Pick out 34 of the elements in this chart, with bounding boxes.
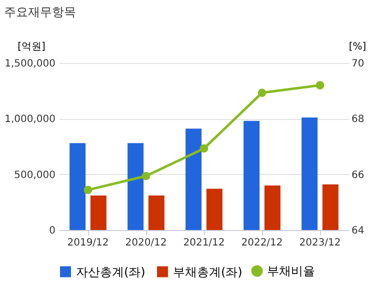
y-tick-label: 0 — [49, 226, 56, 236]
legend-label: 부채비율 — [267, 264, 315, 278]
y-tick-label: 1,000,000 — [4, 114, 56, 126]
y2-tick-label: 66 — [352, 170, 364, 181]
y2-tick-label: 68 — [352, 114, 364, 126]
legend-label: 자산총계(좌) — [76, 264, 146, 279]
point — [316, 81, 324, 90]
x-tick-label: 2019/12 — [67, 238, 109, 248]
chart-title: 주요재무항목 — [4, 5, 76, 19]
bar — [186, 128, 202, 230]
bar — [302, 118, 318, 230]
bar — [90, 195, 106, 230]
y-tick-label: 500,000 — [14, 170, 56, 181]
bar — [244, 120, 260, 230]
point — [142, 172, 150, 180]
y2-tick-label: 64 — [352, 226, 364, 236]
bar — [148, 195, 164, 230]
bar — [206, 188, 222, 230]
y-tick-label: 1,500,000 — [4, 58, 56, 70]
bar — [70, 143, 86, 230]
x-tick-label: 2020/12 — [125, 238, 167, 248]
x-tick-label: 2022/12 — [241, 238, 283, 248]
point — [258, 88, 266, 97]
point — [200, 144, 208, 153]
y2-tick-label: 70 — [352, 58, 364, 70]
x-tick-label: 2021/12 — [183, 238, 225, 248]
x-tick-label: 2023/12 — [299, 238, 341, 248]
legend-label: 부채총계(좌) — [173, 264, 242, 279]
point — [84, 186, 92, 194]
bar — [322, 184, 338, 230]
bar — [128, 143, 144, 230]
bar — [264, 185, 280, 230]
y-axis-title: [억원] — [18, 42, 46, 52]
y2-axis-title: [%] — [348, 42, 366, 52]
